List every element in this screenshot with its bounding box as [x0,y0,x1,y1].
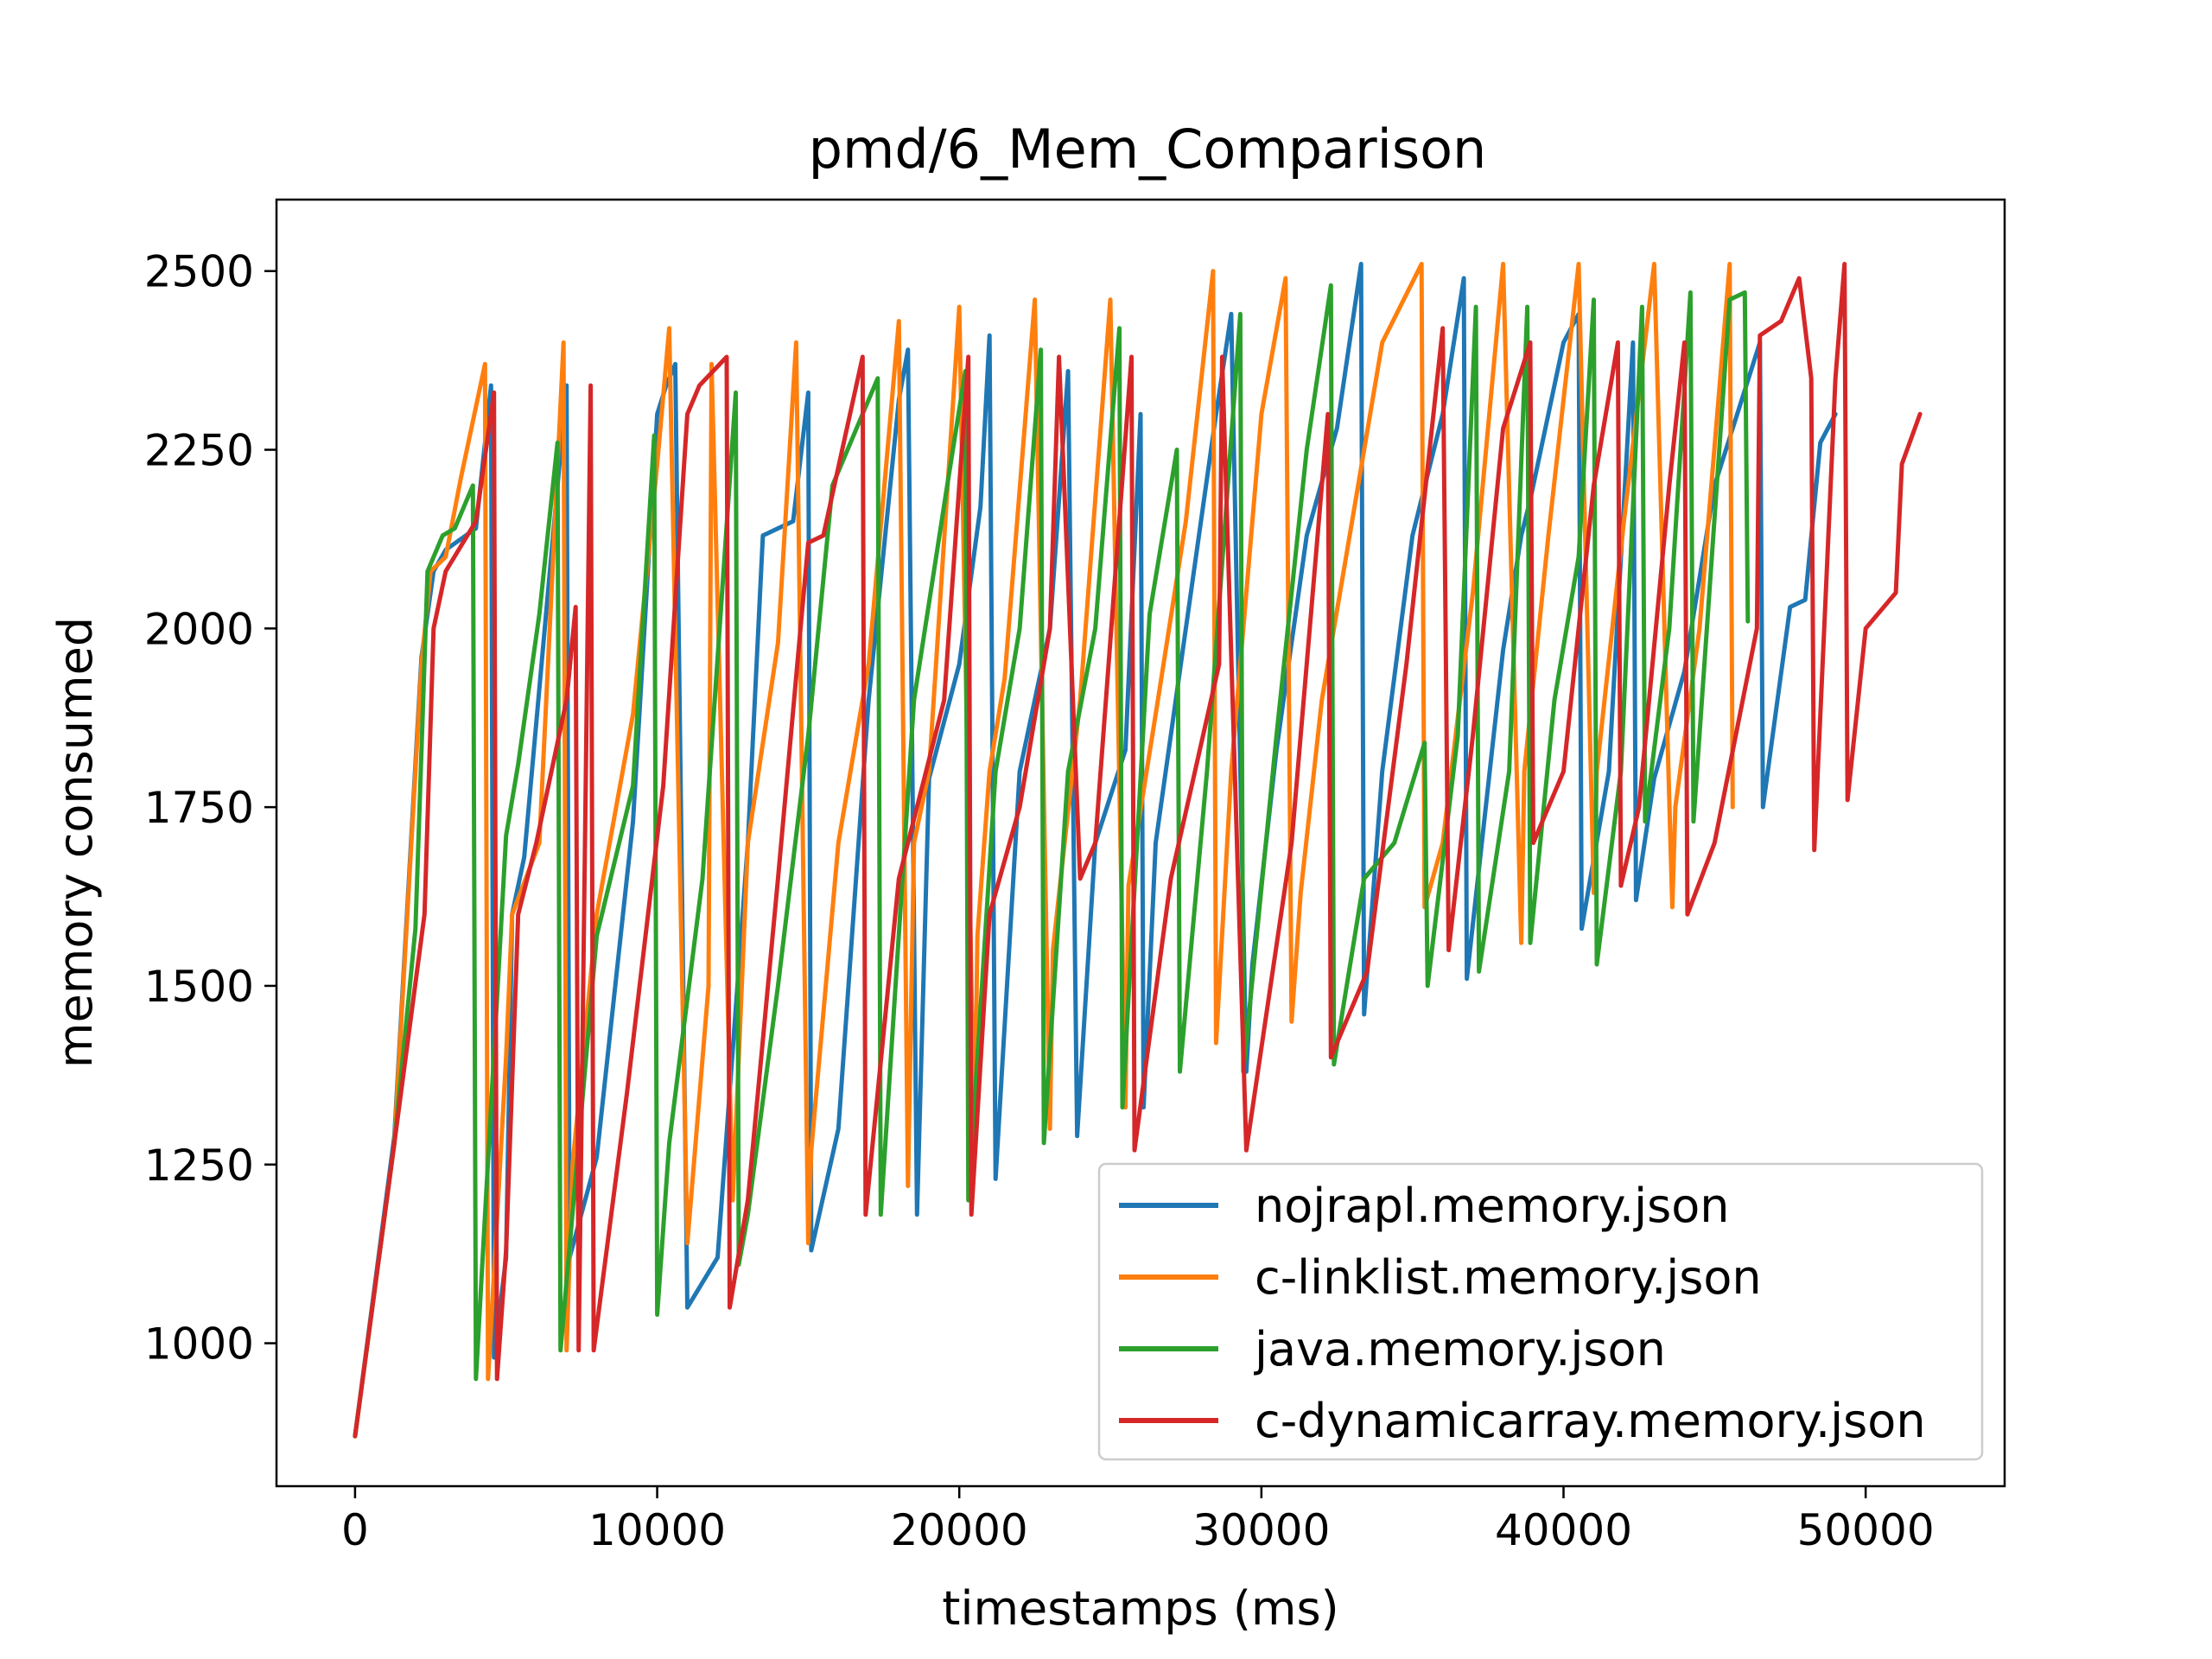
y-tick-label: 2000 [144,604,254,654]
y-tick-label: 1000 [144,1319,254,1370]
x-tick-label: 0 [341,1505,369,1555]
series-line-4 [353,262,1923,1439]
x-tick-label: 40000 [1495,1505,1632,1555]
x-tick-label: 20000 [891,1505,1028,1555]
series-line-3 [353,283,1751,1439]
legend-box [1097,1162,1984,1461]
y-axis-label: memory consumed [48,617,103,1068]
chart-title: pmd/6_Mem_Comparison [809,118,1487,181]
y-tick-label: 1750 [144,783,254,833]
plot-area-frame [275,198,2006,1488]
x-tick-label: 10000 [588,1505,726,1555]
x-axis: 0 10000 20000 30000 40000 50000 [341,1486,1935,1555]
series-line-2 [353,262,1735,1439]
legend-label-2: c-linklist.memory.json [1255,1250,1762,1305]
y-tick-label: 1250 [144,1141,254,1191]
y-axis: 1000 1250 1500 1750 2000 2250 2500 [144,247,276,1370]
legend-label-3: java.memory.json [1254,1322,1666,1376]
legend-label-4: c-dynamicarray.memory.json [1255,1394,1926,1448]
legend-label-1: nojrapl.memory.json [1255,1179,1730,1233]
series-layer [353,262,1923,1439]
y-tick-label: 2500 [144,247,254,297]
y-tick-label: 2250 [144,426,254,476]
x-axis-label: timestamps (ms) [942,1581,1338,1636]
y-tick-label: 1500 [144,962,254,1012]
legend: nojrapl.memory.json c-linklist.memory.jso… [1097,1162,1984,1461]
x-tick-label: 50000 [1797,1505,1935,1555]
x-tick-label: 30000 [1192,1505,1330,1555]
